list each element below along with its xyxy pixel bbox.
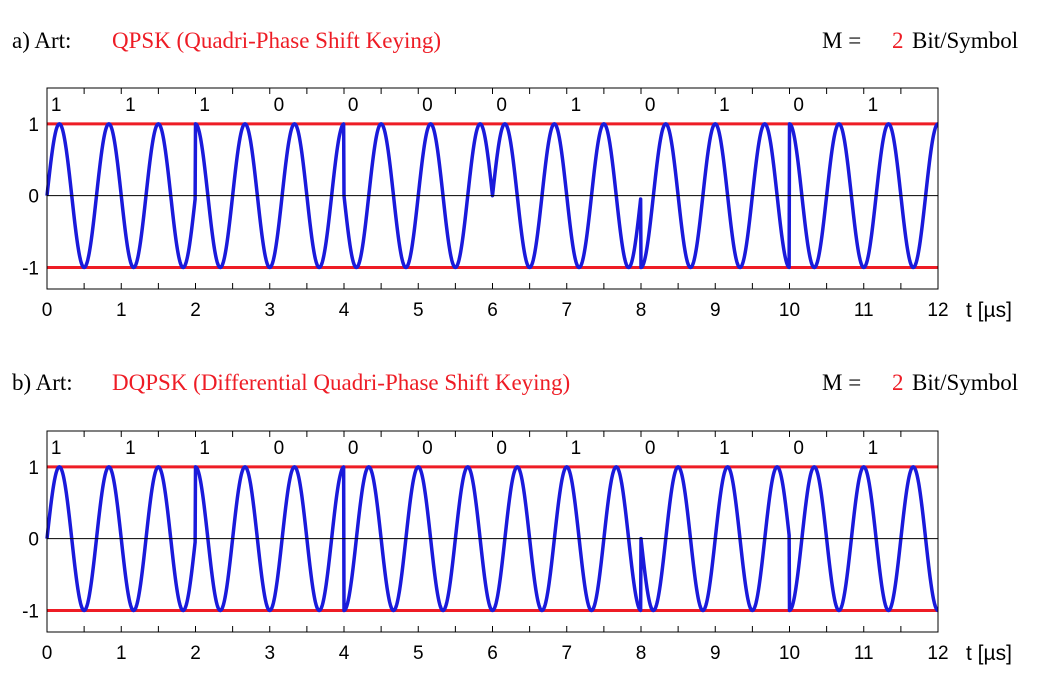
panel-a-bit-label: 1 [571, 95, 582, 116]
panel-a-x-tick-label: 11 [854, 300, 874, 321]
panel-a-bit-label: 1 [868, 95, 879, 116]
panel-a-bit-label: 1 [51, 95, 62, 116]
panel-b-bit-labels: 1 1 1 0 0 0 0 1 0 1 0 1 [51, 438, 878, 459]
panel-a-x-tick-label: 12 [927, 300, 948, 321]
panel-b-bit-label: 0 [348, 438, 359, 459]
panel-b-ticks [46, 431, 939, 632]
panel-b-bit-label: 0 [274, 438, 285, 459]
panel-a-bit-label: 1 [199, 95, 210, 116]
panel-b-m-label: M = [822, 370, 861, 395]
panel-a-x-tick-label: 1 [116, 300, 127, 321]
panel-b-bit-label: 1 [125, 438, 136, 459]
panel-a-ticks [46, 88, 939, 289]
panel-b-x-tick-label: 8 [636, 643, 647, 664]
panel-a-y-tick-labels: 1 0 -1 [22, 115, 39, 280]
panel-a-bit-label: 0 [793, 95, 804, 116]
panel-b-bit-label: 1 [868, 438, 879, 459]
panel-b-bit-label: 1 [199, 438, 210, 459]
panel-a-y-tick-label: 1 [28, 115, 39, 136]
panel-b-x-tick-label: 6 [487, 643, 498, 664]
panel-b-signal-line [45, 465, 940, 613]
panel-b-m-unit: Bit/Symbol [912, 370, 1018, 395]
panel-b-bit-label: 1 [719, 438, 730, 459]
panel-b-bit-label: 0 [645, 438, 656, 459]
panel-b-prefix: b) Art: [12, 370, 73, 395]
panel-b-x-tick-label: 12 [927, 643, 948, 664]
panel-a-bit-label: 0 [274, 95, 285, 116]
panel-b-bit-label: 1 [571, 438, 582, 459]
panel-b-y-tick-label: -1 [22, 601, 39, 622]
panel-a-x-tick-label: 5 [413, 300, 424, 321]
panel-a-m-unit: Bit/Symbol [912, 28, 1018, 53]
panel-a-x-tick-label: 7 [561, 300, 572, 321]
panel-a-m-label: M = [822, 28, 861, 53]
panel-a-title: QPSK (Quadri-Phase Shift Keying) [112, 28, 441, 53]
panel-b-y-tick-label: 0 [28, 530, 39, 551]
panel-a-x-tick-label: 10 [779, 300, 800, 321]
panel-a-bit-label: 1 [719, 95, 730, 116]
panel-b-x-tick-label: 10 [779, 643, 800, 664]
panel-a-bit-label: 0 [496, 95, 507, 116]
panel-b-bit-label: 0 [496, 438, 507, 459]
panel-b-x-tick-label: 4 [339, 643, 350, 664]
panel-a-x-tick-label: 0 [42, 300, 53, 321]
panel-b-x-tick-label: 7 [561, 643, 572, 664]
panel-b-bit-label: 0 [793, 438, 804, 459]
panel-a-bit-label: 1 [125, 95, 136, 116]
panel-a-prefix: a) Art: [12, 28, 71, 53]
panel-a-y-tick-label: -1 [22, 258, 39, 279]
panel-b-m-value: 2 [892, 370, 904, 395]
panel-a-header: a) Art: QPSK (Quadri-Phase Shift Keying)… [12, 28, 1018, 53]
panel-b-header: b) Art: DQPSK (Differential Quadri-Phase… [12, 370, 1018, 395]
panel-b-x-tick-labels: 0 1 2 3 4 5 6 7 8 9 10 11 12 [42, 643, 949, 664]
panel-b-y-tick-labels: 1 0 -1 [22, 458, 39, 623]
panel-b-x-axis-label: t [µs] [966, 642, 1012, 665]
panel-a-y-tick-label: 0 [28, 187, 39, 208]
panel-a-x-tick-label: 2 [190, 300, 201, 321]
panel-a-bit-label: 0 [645, 95, 656, 116]
panel-b-x-tick-label: 11 [854, 643, 874, 664]
panel-a-bit-labels: 1 1 1 0 0 0 0 1 0 1 0 1 [51, 95, 878, 116]
panel-a-x-tick-label: 4 [339, 300, 350, 321]
panel-a-x-axis-label: t [µs] [966, 299, 1012, 322]
panel-a-bit-label: 0 [348, 95, 359, 116]
panel-b-x-tick-label: 2 [190, 643, 201, 664]
panel-a-x-tick-label: 3 [264, 300, 275, 321]
panel-b-y-tick-label: 1 [28, 458, 39, 479]
panel-b-bit-label: 1 [51, 438, 62, 459]
panel-b-x-tick-label: 3 [264, 643, 275, 664]
panel-b-signal [45, 465, 940, 613]
panel-b-x-tick-label: 0 [42, 643, 53, 664]
panel-b-x-tick-label: 9 [710, 643, 721, 664]
panel-a-x-tick-label: 8 [636, 300, 647, 321]
panel-a-x-tick-label: 6 [487, 300, 498, 321]
panel-a-x-tick-label: 9 [710, 300, 721, 321]
panel-a-bit-label: 0 [422, 95, 433, 116]
panel-a-m-value: 2 [892, 28, 904, 53]
panel-b-x-tick-label: 1 [116, 643, 127, 664]
panel-b-title: DQPSK (Differential Quadri-Phase Shift K… [112, 370, 570, 395]
panel-b-x-tick-label: 5 [413, 643, 424, 664]
panel-b-bit-label: 0 [422, 438, 433, 459]
panel-a-x-tick-labels: 0 1 2 3 4 5 6 7 8 9 10 11 12 [42, 300, 949, 321]
